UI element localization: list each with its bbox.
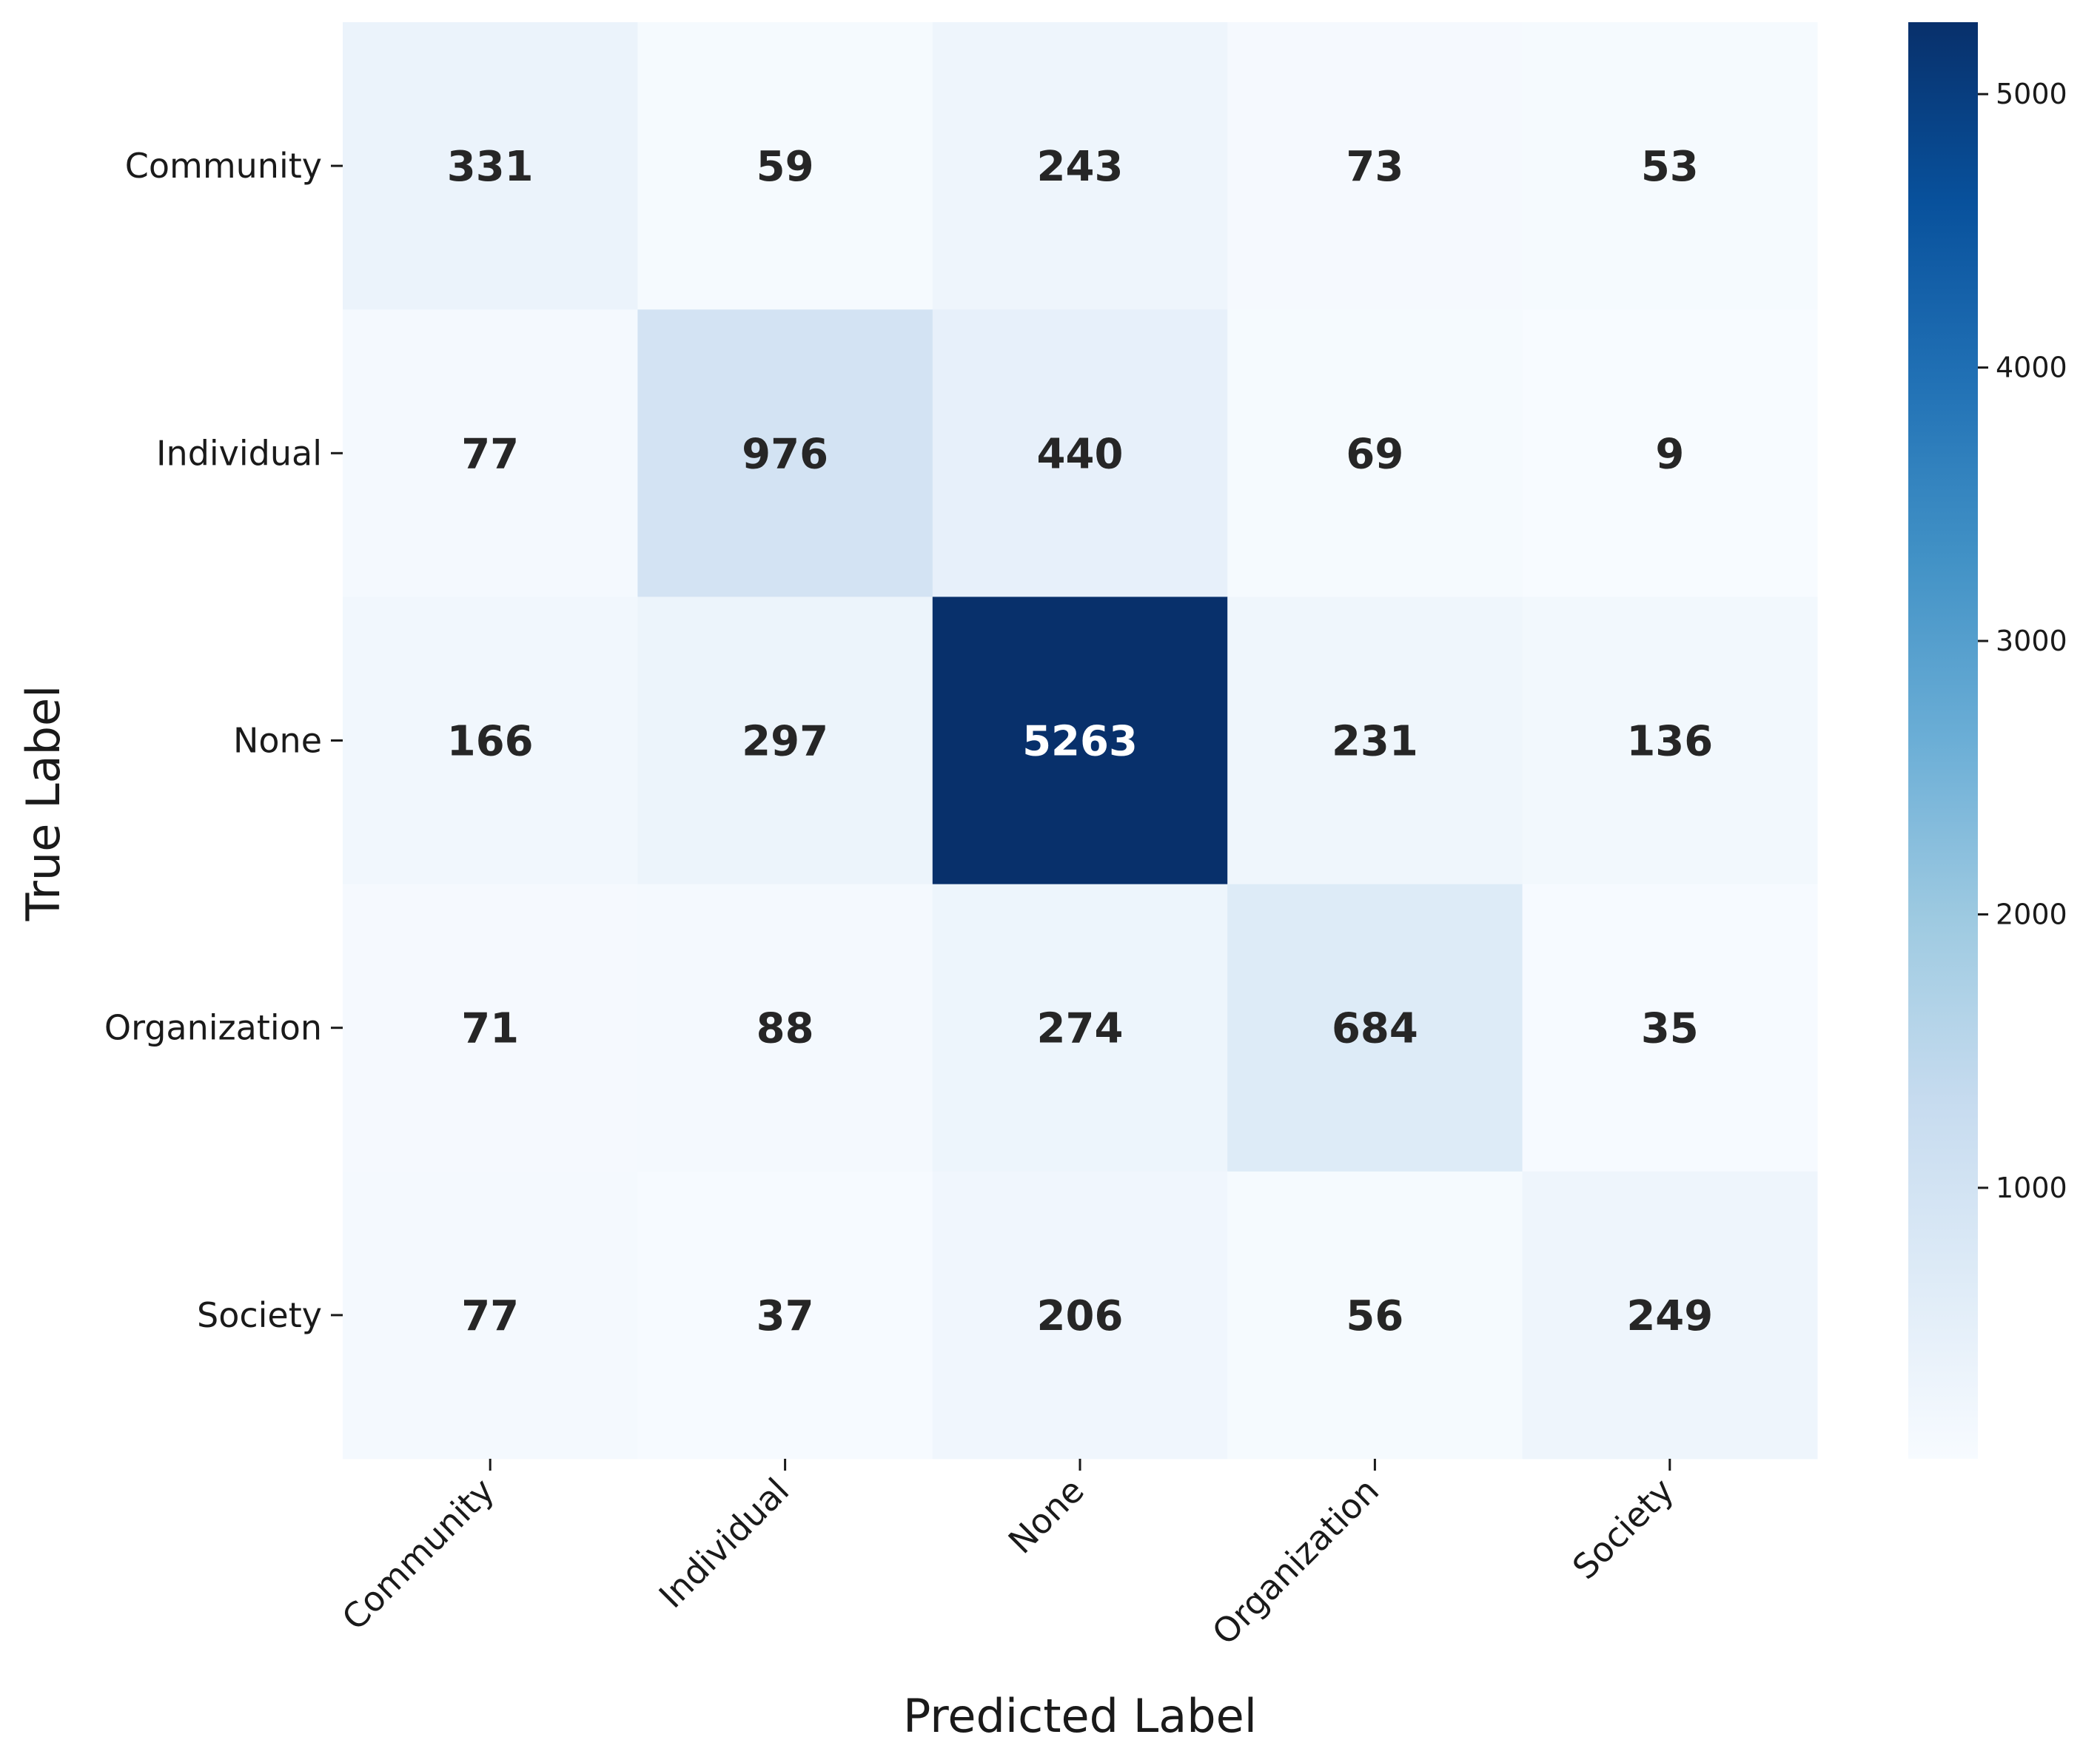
heatmap-cell-2-4: [1522, 597, 1818, 885]
cell-value-label-4-0: 77: [461, 1292, 519, 1340]
cell-value-label-0-4: 53: [1641, 143, 1699, 191]
cell-value-label-1-2: 440: [1037, 430, 1124, 478]
colorbar: 1000 2000 3000 4000 5000: [1908, 22, 2067, 1459]
heatmap-cell-0-3: [1227, 22, 1523, 310]
heatmap-cell-0-1: [637, 22, 933, 310]
heatmap-cell-3-4: [1522, 884, 1818, 1172]
heatmap-cell-3-3: [1227, 884, 1523, 1172]
heatmap-cell-0-0: [343, 22, 638, 310]
cell-value-label-3-1: 88: [757, 1005, 814, 1053]
y-tick-label-1: Individual: [156, 433, 322, 473]
heatmap-cell-4-2: [932, 1171, 1228, 1460]
heatmap-cell-1-0: [343, 309, 638, 597]
heatmap-cells: [343, 22, 1818, 1460]
y-axis-title: True Label: [16, 685, 70, 922]
heatmap-cell-0-4: [1522, 22, 1818, 310]
cell-value-label-2-4: 136: [1626, 718, 1713, 766]
x-axis-title: Predicted Label: [903, 1689, 1257, 1743]
heatmap-cell-0-2: [932, 22, 1228, 310]
x-tick-label-1: Individual: [651, 1471, 797, 1616]
cell-value-label-4-2: 206: [1037, 1292, 1124, 1340]
cell-value-label-4-1: 37: [757, 1292, 814, 1340]
heatmap-cell-4-3: [1227, 1171, 1523, 1460]
x-tick-label-2: None: [1001, 1471, 1092, 1562]
cell-value-label-0-3: 73: [1346, 143, 1403, 191]
y-tick-label-2: None: [233, 721, 322, 761]
colorbar-tick-label-2: 3000: [1996, 625, 2067, 657]
x-tick-label-3: Organization: [1204, 1471, 1386, 1653]
colorbar-tick-label-0: 1000: [1996, 1172, 2067, 1204]
cell-value-label-2-2: 5263: [1022, 718, 1138, 766]
cell-value-label-0-0: 331: [447, 143, 534, 191]
cell-value-label-2-3: 231: [1332, 718, 1418, 766]
cell-value-label-1-4: 9: [1655, 430, 1684, 478]
cell-value-label-1-3: 69: [1346, 430, 1403, 478]
x-axis: Community Individual None Organization Socie…: [335, 1459, 1682, 1653]
y-tick-label-3: Organization: [104, 1008, 322, 1048]
y-tick-label-0: Community: [125, 146, 322, 186]
colorbar-gradient: [1908, 22, 1978, 1459]
heatmap-cell-2-0: [343, 597, 638, 885]
cell-value-label-3-4: 35: [1641, 1005, 1699, 1053]
heatmap-cell-3-1: [637, 884, 933, 1172]
cell-value-label-2-1: 297: [742, 718, 828, 766]
heatmap-cell-2-2: [932, 597, 1228, 885]
cell-value-label-3-3: 684: [1332, 1005, 1418, 1053]
cell-value-label-2-0: 166: [447, 718, 534, 766]
heatmap-cell-1-1: [637, 309, 933, 597]
cell-value-label-3-0: 71: [461, 1005, 519, 1053]
colorbar-tick-label-4: 5000: [1996, 78, 2067, 110]
heatmap-cell-1-4: [1522, 309, 1818, 597]
cell-value-label-4-3: 56: [1346, 1292, 1403, 1340]
heatmap-cell-1-2: [932, 309, 1228, 597]
colorbar-tick-label-1: 2000: [1996, 898, 2067, 930]
cell-value-label-4-4: 249: [1626, 1292, 1713, 1340]
heatmap-cell-2-1: [637, 597, 933, 885]
cell-value-label-0-1: 59: [757, 143, 814, 191]
y-tick-label-4: Society: [197, 1295, 322, 1335]
heatmap-cell-3-2: [932, 884, 1228, 1172]
heatmap-cell-4-4: [1522, 1171, 1818, 1460]
x-tick-label-4: Society: [1565, 1471, 1682, 1588]
cell-value-label-1-0: 77: [461, 430, 519, 478]
cell-value-label-0-2: 243: [1037, 143, 1124, 191]
heatmap-cell-labels: 331 59 243 73 53 77 976 440 69 9 166 297 5263 231 136 7…: [447, 143, 1714, 1340]
x-tick-label-0: Community: [335, 1471, 502, 1638]
cell-value-label-3-2: 274: [1037, 1005, 1124, 1053]
heatmap-cell-4-0: [343, 1171, 638, 1460]
heatmap-cell-3-0: [343, 884, 638, 1172]
heatmap-cell-1-3: [1227, 309, 1523, 597]
heatmap-cell-4-1: [637, 1171, 933, 1460]
heatmap-cell-2-3: [1227, 597, 1523, 885]
colorbar-tick-label-3: 4000: [1996, 352, 2067, 384]
y-axis: Community Individual None Organization Socie…: [104, 146, 343, 1335]
cell-value-label-1-1: 976: [742, 430, 828, 478]
